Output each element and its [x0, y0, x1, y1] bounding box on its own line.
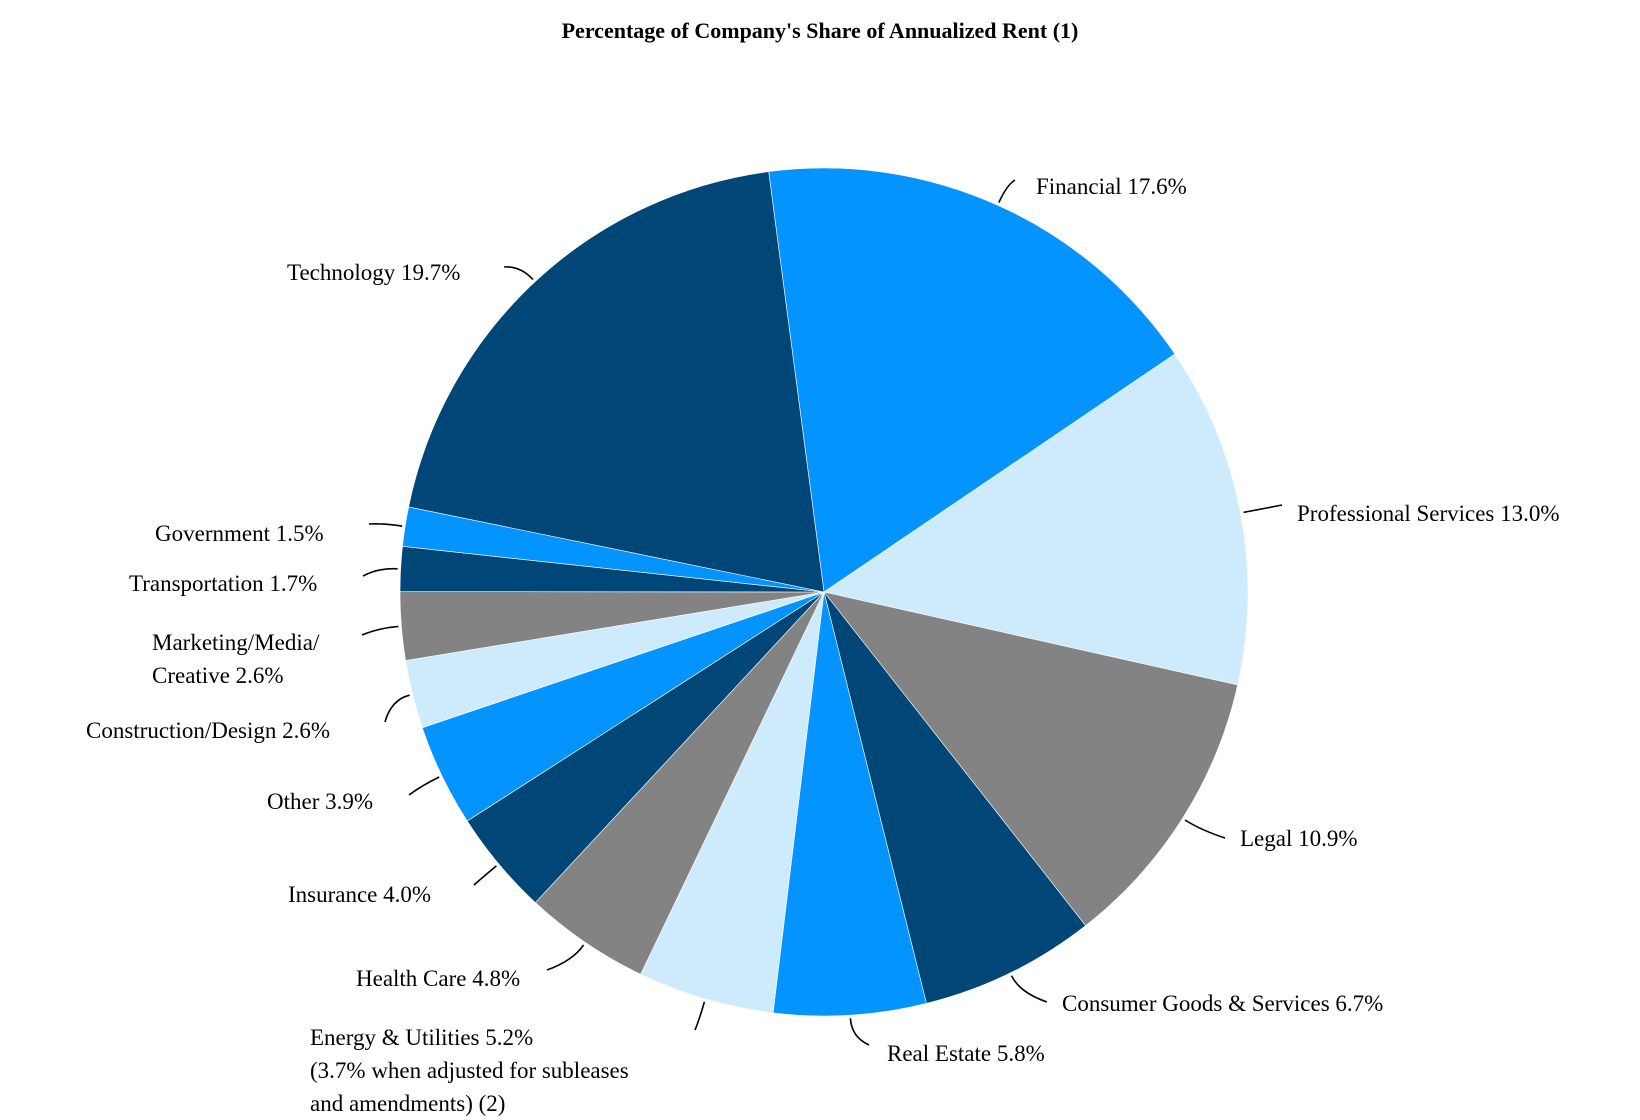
slice-labels: Financial 17.6% Professional Services 13.… [86, 174, 1560, 1116]
slice-label-government: Government 1.5% [155, 521, 324, 546]
leader-line-transportation [362, 567, 398, 577]
slice-label-energy: Energy & Utilities 5.2% (3.7% when adjust… [310, 1025, 629, 1116]
leader-lines [361, 179, 1283, 1046]
slice-label-financial: Financial 17.6% [1036, 174, 1187, 199]
slice-label-professional: Professional Services 13.0% [1297, 501, 1560, 526]
slice-label-marketing-media: Marketing/Media/Creative 2.6% [152, 630, 320, 688]
leader-line-energy [694, 1001, 706, 1031]
leader-line-real [849, 1018, 870, 1046]
leader-line-other [408, 776, 440, 796]
leader-line-technology [503, 266, 534, 281]
slice-label-construction-design: Construction/Design 2.6% [86, 718, 330, 743]
pie-slice-professional [823, 353, 1249, 686]
slice-label-consumer: Consumer Goods & Services 6.7% [1062, 991, 1383, 1016]
leader-line-financial [998, 179, 1016, 203]
slice-label-transportation: Transportation 1.7% [129, 571, 317, 596]
leader-line-insurance [473, 865, 497, 886]
leader-line-consumer [1010, 975, 1048, 1003]
slice-label-real: Real Estate 5.8% [887, 1041, 1045, 1066]
leader-line-legal [1184, 819, 1226, 839]
pie-slice-legal [823, 591, 1239, 927]
slice-label-technology: Technology 19.7% [287, 260, 460, 285]
leader-line-government [368, 523, 403, 527]
pie-slice-energy [640, 591, 825, 1014]
pie-slice-financial [768, 167, 1176, 593]
leader-line-professional [1243, 504, 1283, 514]
pie-slices [399, 167, 1249, 1017]
pie-slice-technology [408, 171, 825, 593]
slice-label-other: Other 3.9% [267, 789, 373, 814]
slice-label-insurance: Insurance 4.0% [288, 882, 431, 907]
leader-line-health [546, 944, 585, 971]
leader-line-marketing-media [361, 625, 399, 636]
leader-line-construction-design [384, 694, 410, 723]
slice-label-health: Health Care 4.8% [356, 966, 520, 991]
pie-slice-consumer [823, 591, 1087, 1004]
slice-label-legal: Legal 10.9% [1240, 826, 1358, 851]
chart-title: Percentage of Company's Share of Annuali… [561, 18, 1079, 43]
